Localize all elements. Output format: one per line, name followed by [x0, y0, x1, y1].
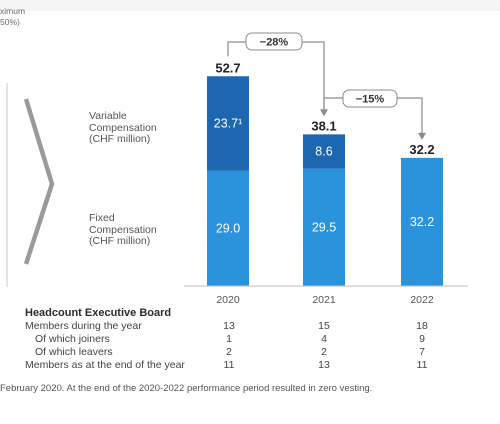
table-cell: 9 [419, 333, 425, 345]
table-cell: 7 [419, 346, 425, 358]
chevron-arrow-icon [23, 98, 55, 265]
change-badge-0 [245, 32, 303, 51]
table-cell: 13 [223, 320, 235, 332]
top-band [0, 0, 500, 11]
bar-label-fixed-2022: 32.2 [410, 215, 434, 229]
labels-layer: 29.0 23.7¹ 52.7 29.5 8.6 38.1 32.2 32.2 [214, 60, 435, 235]
row-label-end-of-year: Members as at the end of the year [25, 359, 185, 371]
x-tick-2020: 2020 [216, 294, 240, 306]
row-label-leavers: Of which leavers [35, 346, 113, 358]
axis-layer: 2020 2021 2022 [184, 285, 468, 306]
table-cell: 11 [223, 359, 235, 371]
bar-label-variable-2020: 23.7¹ [214, 116, 243, 130]
table-cell: 13 [318, 359, 330, 371]
total-label-2022: 32.2 [409, 142, 434, 157]
change-badge-text-1: −15% [356, 94, 385, 106]
bar-variable-2021 [303, 134, 345, 169]
table-cell: 2 [321, 346, 327, 358]
table-cell: 2 [226, 346, 232, 358]
row-label-joiners: Of which joiners [35, 333, 110, 345]
total-label-2020: 52.7 [215, 60, 240, 75]
table-cell: 18 [416, 320, 428, 332]
annotations-layer: −28% −15% [227, 32, 426, 140]
headcount-title: Headcount Executive Board [25, 307, 172, 319]
bar-fixed-2022 [401, 157, 443, 286]
change-badge-1 [342, 89, 398, 108]
total-label-2021: 38.1 [311, 118, 336, 133]
table-cell: 11 [416, 359, 428, 371]
table-cell: 4 [321, 333, 327, 345]
bar-fixed-2020 [207, 170, 249, 286]
bar-variable-2020 [207, 76, 249, 171]
corner-note-line-1: ximum [0, 6, 26, 16]
corner-note-line-2: 50%) [0, 17, 20, 27]
x-tick-2022: 2022 [410, 294, 434, 306]
table-cell: 15 [318, 320, 330, 332]
bar-label-fixed-2021: 29.5 [312, 220, 336, 234]
x-tick-2021: 2021 [312, 294, 336, 306]
bar-fixed-2021 [303, 168, 345, 286]
variable-compensation-label: Variable Compensation (CHF million) [89, 110, 157, 145]
bars-layer [207, 76, 443, 286]
fixed-compensation-label: Fixed Compensation (CHF million) [89, 212, 157, 247]
change-arrowhead-1 [418, 132, 426, 140]
row-label-members: Members during the year [25, 320, 142, 332]
footnote: February 2020. At the end of the 2020-20… [0, 383, 373, 394]
table-cell: 1 [226, 333, 232, 345]
bar-label-fixed-2020: 29.0 [216, 221, 240, 235]
bar-label-variable-2021: 8.6 [315, 144, 332, 158]
change-badge-text-0: −28% [260, 37, 289, 49]
